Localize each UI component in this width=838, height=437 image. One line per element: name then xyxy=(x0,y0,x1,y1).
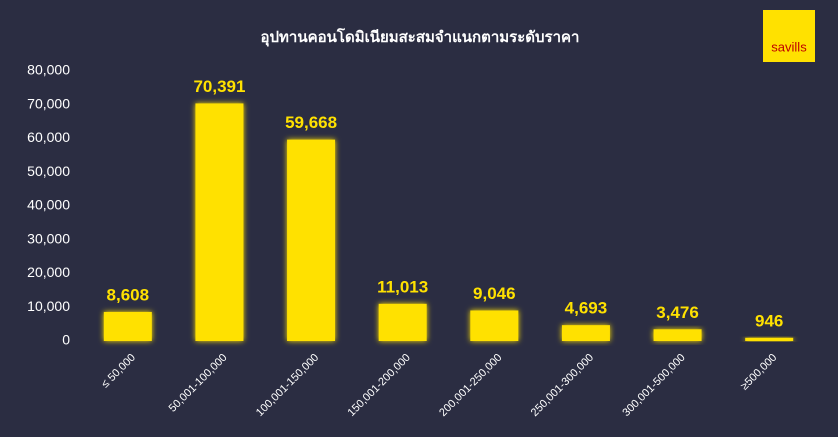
value-label: 8,608 xyxy=(107,285,150,304)
y-tick-label: 80,000 xyxy=(27,62,70,78)
value-label: 59,668 xyxy=(285,113,337,132)
value-label: 9,046 xyxy=(473,284,516,303)
y-tick-label: 30,000 xyxy=(27,230,70,246)
y-tick-label: 20,000 xyxy=(27,264,70,280)
logo-box xyxy=(763,10,815,62)
y-tick-label: 40,000 xyxy=(27,197,70,213)
value-label: 946 xyxy=(755,311,783,330)
value-label: 3,476 xyxy=(656,303,699,322)
chart-title: อุปทานคอนโดมิเนียมสะสมจำแนกตามระดับราคา xyxy=(261,27,580,47)
bar xyxy=(378,303,427,341)
y-tick-label: 50,000 xyxy=(27,163,70,179)
bar xyxy=(103,311,152,341)
y-tick-label: 10,000 xyxy=(27,298,70,314)
bar xyxy=(653,329,702,341)
y-tick-label: 0 xyxy=(62,332,70,348)
logo-text: savills xyxy=(771,39,807,54)
bar xyxy=(287,139,336,341)
y-tick-label: 60,000 xyxy=(27,129,70,145)
value-label: 70,391 xyxy=(193,77,245,96)
bar xyxy=(195,103,244,341)
value-label: 4,693 xyxy=(565,299,608,318)
value-label: 11,013 xyxy=(377,277,428,296)
bar xyxy=(745,337,794,341)
y-tick-label: 70,000 xyxy=(27,95,70,111)
bar xyxy=(561,325,610,341)
bar xyxy=(470,310,519,341)
